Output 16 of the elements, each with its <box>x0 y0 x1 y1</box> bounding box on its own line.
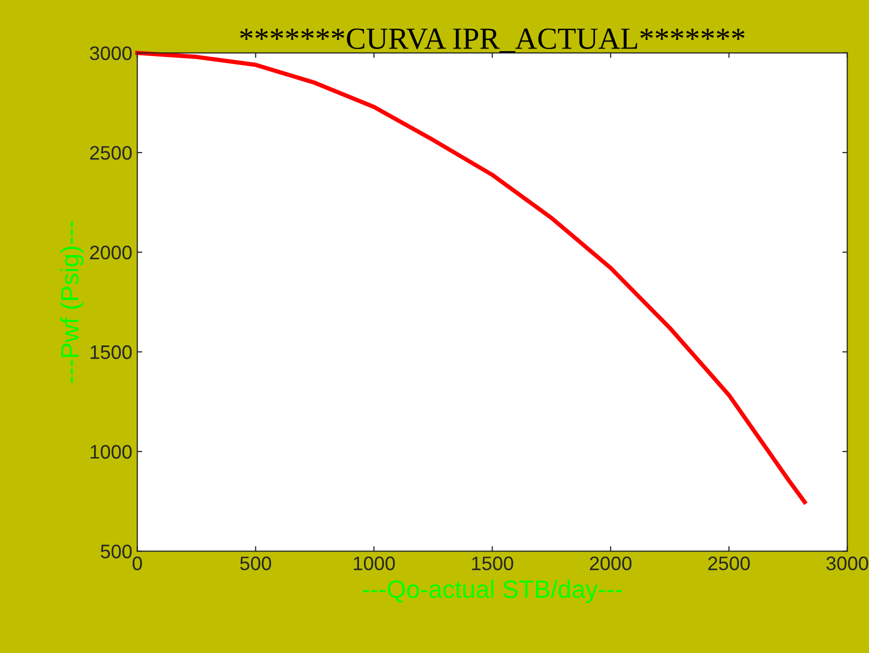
y-tick-label: 1000 <box>90 444 132 459</box>
chart-title: *******CURVA IPR_ACTUAL******* <box>240 28 744 53</box>
x-tick-label: 1500 <box>472 556 514 570</box>
x-tick-label: 500 <box>240 556 272 570</box>
y-tick-label: 3000 <box>90 46 132 60</box>
x-axis-title: ---Qo-actual STB/day--- <box>362 580 622 603</box>
x-tick-label: 3000 <box>826 556 868 570</box>
y-tick-label: 500 <box>100 544 132 558</box>
y-tick-label: 2000 <box>90 246 132 260</box>
y-tick-label: 1500 <box>90 345 132 360</box>
x-tick-label: 2000 <box>590 556 632 570</box>
x-tick-label: 2500 <box>708 556 750 570</box>
x-tick-label: 0 <box>132 556 142 570</box>
x-tick-label: 1000 <box>354 556 395 570</box>
y-tick-label: 2500 <box>90 146 132 160</box>
y-axis-title: ---Pwf (Psig)--- <box>60 221 84 383</box>
